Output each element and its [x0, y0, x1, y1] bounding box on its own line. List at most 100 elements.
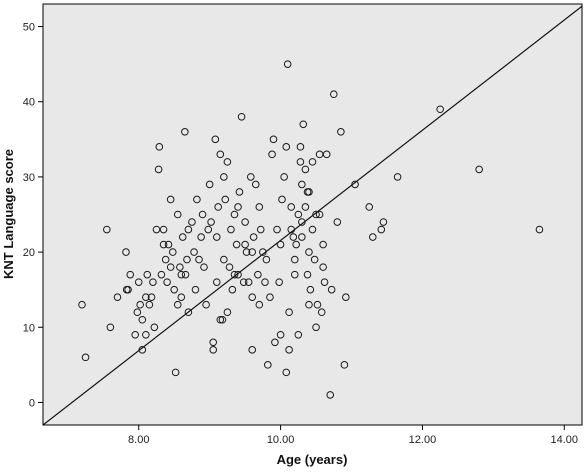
- data-point: [81, 353, 90, 362]
- data-point: [181, 270, 190, 279]
- data-point: [134, 278, 143, 286]
- data-point: [198, 210, 207, 219]
- data-point: [327, 285, 336, 294]
- x-tick-label: 10.00: [267, 434, 295, 446]
- data-point: [184, 308, 193, 317]
- data-point: [368, 233, 377, 241]
- data-point: [280, 173, 288, 181]
- data-point: [131, 330, 139, 339]
- data-point: [138, 315, 147, 324]
- data-point: [255, 300, 264, 309]
- data-point: [212, 278, 221, 286]
- data-point: [150, 323, 159, 332]
- data-point: [317, 308, 326, 317]
- x-tick-label: 14.00: [551, 434, 579, 446]
- data-point: [220, 255, 228, 264]
- data-point: [342, 293, 350, 301]
- data-point: [261, 278, 269, 286]
- data-point: [228, 285, 237, 294]
- data-point: [259, 248, 267, 256]
- data-point: [275, 278, 283, 286]
- data-point: [301, 203, 310, 211]
- data-point: [319, 263, 327, 271]
- data-point: [294, 210, 303, 219]
- data-point: [237, 112, 246, 121]
- data-point: [197, 233, 205, 241]
- y-tick-label: 0: [29, 397, 35, 409]
- data-point: [303, 270, 312, 279]
- data-point: [168, 248, 177, 256]
- x-axis-title: Age (years): [277, 452, 348, 467]
- data-point: [164, 240, 173, 249]
- data-point: [227, 225, 235, 234]
- data-point: [278, 195, 286, 204]
- data-point: [312, 323, 320, 332]
- data-point: [193, 195, 201, 204]
- data-point: [251, 180, 260, 189]
- data-point: [143, 270, 152, 279]
- data-point: [296, 143, 305, 151]
- data-point: [214, 203, 222, 211]
- data-point: [285, 308, 293, 317]
- data-point: [271, 338, 279, 347]
- y-axis-title: KNT Language score: [1, 149, 16, 279]
- data-point: [264, 361, 272, 369]
- data-point: [166, 263, 175, 271]
- data-point: [178, 233, 187, 241]
- x-tick-label: 12.00: [409, 434, 437, 446]
- data-point: [230, 270, 239, 279]
- data-point: [78, 300, 86, 309]
- data-point: [212, 233, 221, 241]
- data-point: [254, 270, 262, 279]
- plot-frame: [42, 3, 583, 426]
- data-point: [205, 180, 214, 189]
- data-point: [177, 270, 186, 279]
- data-point: [159, 240, 168, 249]
- data-point: [173, 300, 182, 309]
- data-point: [170, 285, 179, 294]
- data-point: [268, 150, 276, 159]
- data-point: [223, 158, 232, 166]
- data-point: [242, 248, 251, 256]
- data-point: [181, 128, 189, 136]
- data-point: [294, 330, 303, 339]
- data-point: [337, 128, 345, 136]
- data-point: [124, 285, 132, 294]
- data-point: [188, 218, 196, 226]
- data-point: [283, 60, 292, 68]
- data-point: [113, 293, 122, 301]
- data-point: [216, 315, 225, 324]
- y-tick-label: 50: [23, 22, 35, 34]
- data-point: [220, 173, 228, 181]
- data-point: [209, 346, 218, 354]
- data-point: [157, 270, 166, 279]
- data-point: [298, 218, 306, 226]
- data-point: [248, 248, 257, 256]
- data-point: [202, 300, 210, 309]
- data-point: [310, 255, 319, 264]
- data-point: [289, 233, 298, 241]
- data-point: [475, 165, 483, 174]
- data-point: [322, 150, 331, 159]
- data-point: [393, 173, 402, 181]
- data-point: [166, 195, 175, 204]
- data-point: [159, 225, 168, 234]
- data-point: [298, 180, 306, 189]
- data-point: [200, 263, 208, 271]
- data-point: [225, 263, 234, 271]
- data-point: [248, 346, 257, 354]
- data-point: [282, 143, 291, 151]
- data-point: [248, 293, 257, 301]
- data-point: [269, 135, 278, 144]
- data-point: [262, 255, 271, 264]
- data-point: [221, 195, 230, 204]
- data-point: [239, 278, 248, 286]
- data-point: [241, 218, 249, 226]
- data-point: [163, 278, 171, 286]
- data-point: [249, 233, 258, 241]
- data-point: [126, 270, 135, 279]
- data-point: [315, 210, 324, 219]
- data-point: [365, 203, 374, 211]
- data-point: [266, 293, 274, 301]
- data-point: [234, 270, 242, 279]
